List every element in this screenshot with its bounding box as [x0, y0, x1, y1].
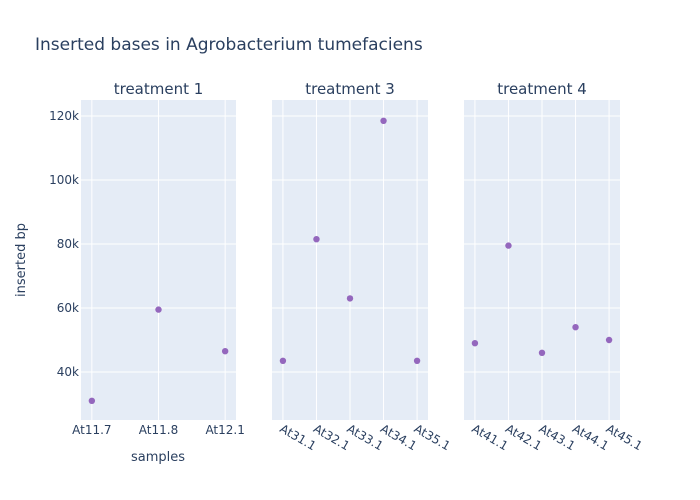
data-point[interactable]	[380, 117, 387, 125]
x-tick-label: At31.1	[277, 421, 318, 453]
data-point[interactable]	[471, 340, 479, 347]
data-point[interactable]	[538, 349, 546, 356]
y-tick-label: 80k	[57, 237, 79, 251]
panel-title: treatment 1	[114, 80, 204, 98]
data-point[interactable]	[572, 324, 579, 331]
y-tick-label: 100k	[49, 173, 79, 187]
y-tick-label: 60k	[57, 301, 79, 315]
x-tick-label: At35.1	[412, 421, 453, 453]
data-point[interactable]	[279, 357, 287, 364]
y-axis-title: inserted bp	[14, 223, 29, 297]
data-point[interactable]	[88, 397, 96, 404]
x-axis-title: samples	[131, 450, 185, 465]
x-tick-label: At33.1	[345, 421, 386, 453]
data-point[interactable]	[313, 236, 320, 243]
data-point[interactable]	[413, 357, 421, 364]
y-tick-label: 40k	[57, 365, 79, 379]
data-point[interactable]	[505, 242, 512, 249]
x-tick-label: At11.8	[139, 423, 178, 437]
data-point[interactable]	[605, 336, 613, 344]
y-tick-label: 120k	[49, 109, 79, 123]
x-tick-label: At42.1	[503, 421, 544, 453]
x-tick-label: At43.1	[537, 421, 578, 453]
data-point[interactable]	[221, 348, 229, 355]
x-tick-label: At32.1	[311, 421, 352, 453]
panel-title: treatment 4	[497, 80, 587, 98]
x-tick-label: At44.1	[570, 421, 611, 453]
data-point[interactable]	[346, 295, 354, 302]
x-tick-label: At12.1	[205, 423, 244, 437]
panel-title: treatment 3	[305, 80, 395, 98]
x-tick-label: At11.7	[72, 423, 111, 437]
x-tick-label: At41.1	[469, 421, 510, 453]
x-tick-label: At45.1	[604, 421, 645, 453]
panels-group: treatment 1 40k 60k 80k 100k 120k At11.7 At11.8…	[49, 80, 645, 453]
x-tick-label: At34.1	[378, 421, 419, 453]
chart-title: Inserted bases in Agrobacterium tumefaci…	[35, 35, 423, 55]
data-point[interactable]	[155, 306, 162, 313]
